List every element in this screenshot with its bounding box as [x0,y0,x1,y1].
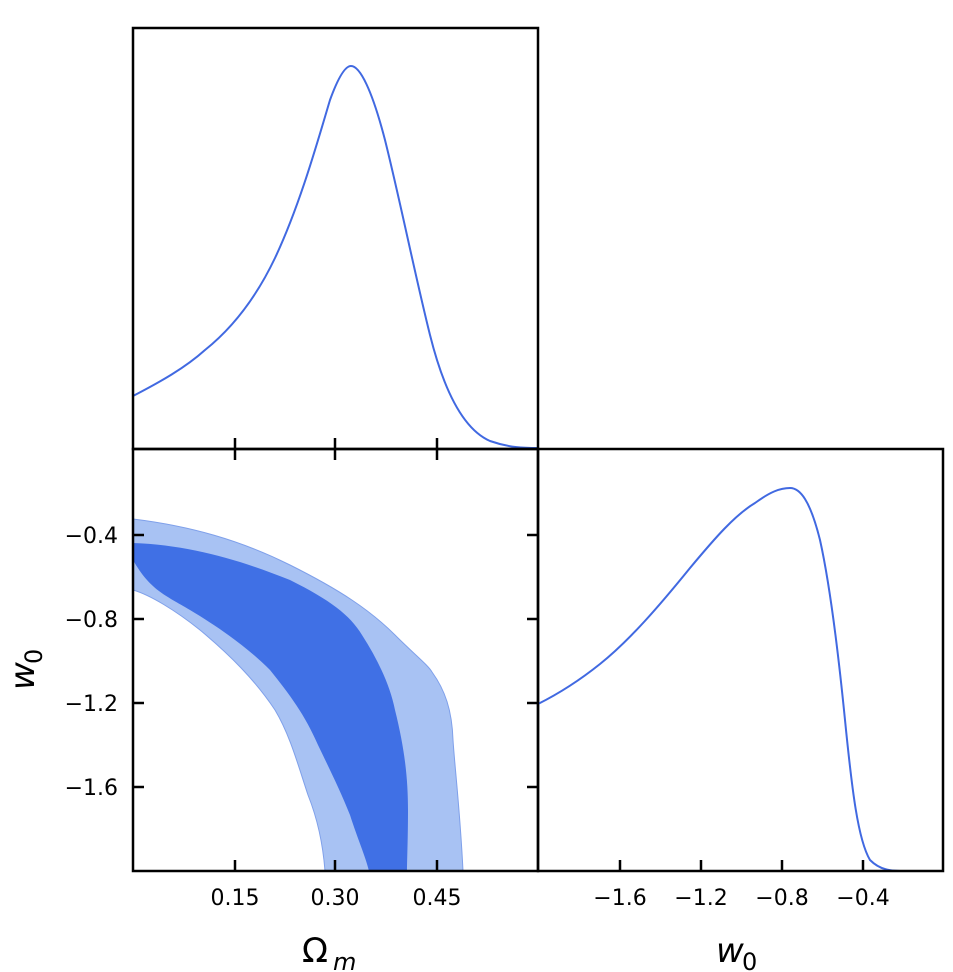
w0-x-tick-labels: −1.6 −1.2 −0.8 −0.4 [593,886,889,911]
tick-label: −1.2 [674,886,727,911]
tick-label: −1.6 [593,886,646,911]
x-axis-label-w0: w 0 [716,931,757,972]
tick-label: −0.8 [65,608,118,633]
tick-label: −1.2 [65,692,118,717]
axis-label-main: w [3,662,43,690]
w0-y-ticks [133,533,538,789]
w0-marginal-curve [537,486,943,872]
panel-joint-contours [131,447,540,873]
axis-label-main: Ω [302,931,328,971]
w0-x-ticks [618,860,865,871]
y-axis-label-w0: w 0 [3,649,48,690]
axis-label-subscript: 0 [742,948,757,972]
axis-label-subscript: 0 [20,649,48,664]
tick-label: −0.8 [755,886,808,911]
panel-frame-w0 [536,447,945,873]
tick-label: 0.30 [311,886,360,911]
tick-label: −0.4 [836,886,889,911]
tick-label: 0.45 [413,886,462,911]
panel-frame-top [131,26,540,451]
axis-label-subscript: m [333,948,356,972]
tick-label: 0.15 [211,886,260,911]
contour-68-region [133,543,408,871]
panel-marginal-omega-m [131,26,540,460]
omega-m-tick-labels: 0.15 0.30 0.45 [211,886,462,911]
omega-m-top-ticks [233,438,439,460]
x-axis-label-omega-m: Ω m [302,931,356,972]
w0-y-tick-labels: −0.4 −0.8 −1.2 −1.6 [65,524,118,801]
panel-marginal-w0 [536,447,945,873]
omega-m-bottom-ticks [233,860,439,871]
axis-label-main: w [716,931,744,971]
tick-label: −1.6 [65,776,118,801]
omega-m-marginal-curve [132,64,539,449]
tick-label: −0.4 [65,524,118,549]
